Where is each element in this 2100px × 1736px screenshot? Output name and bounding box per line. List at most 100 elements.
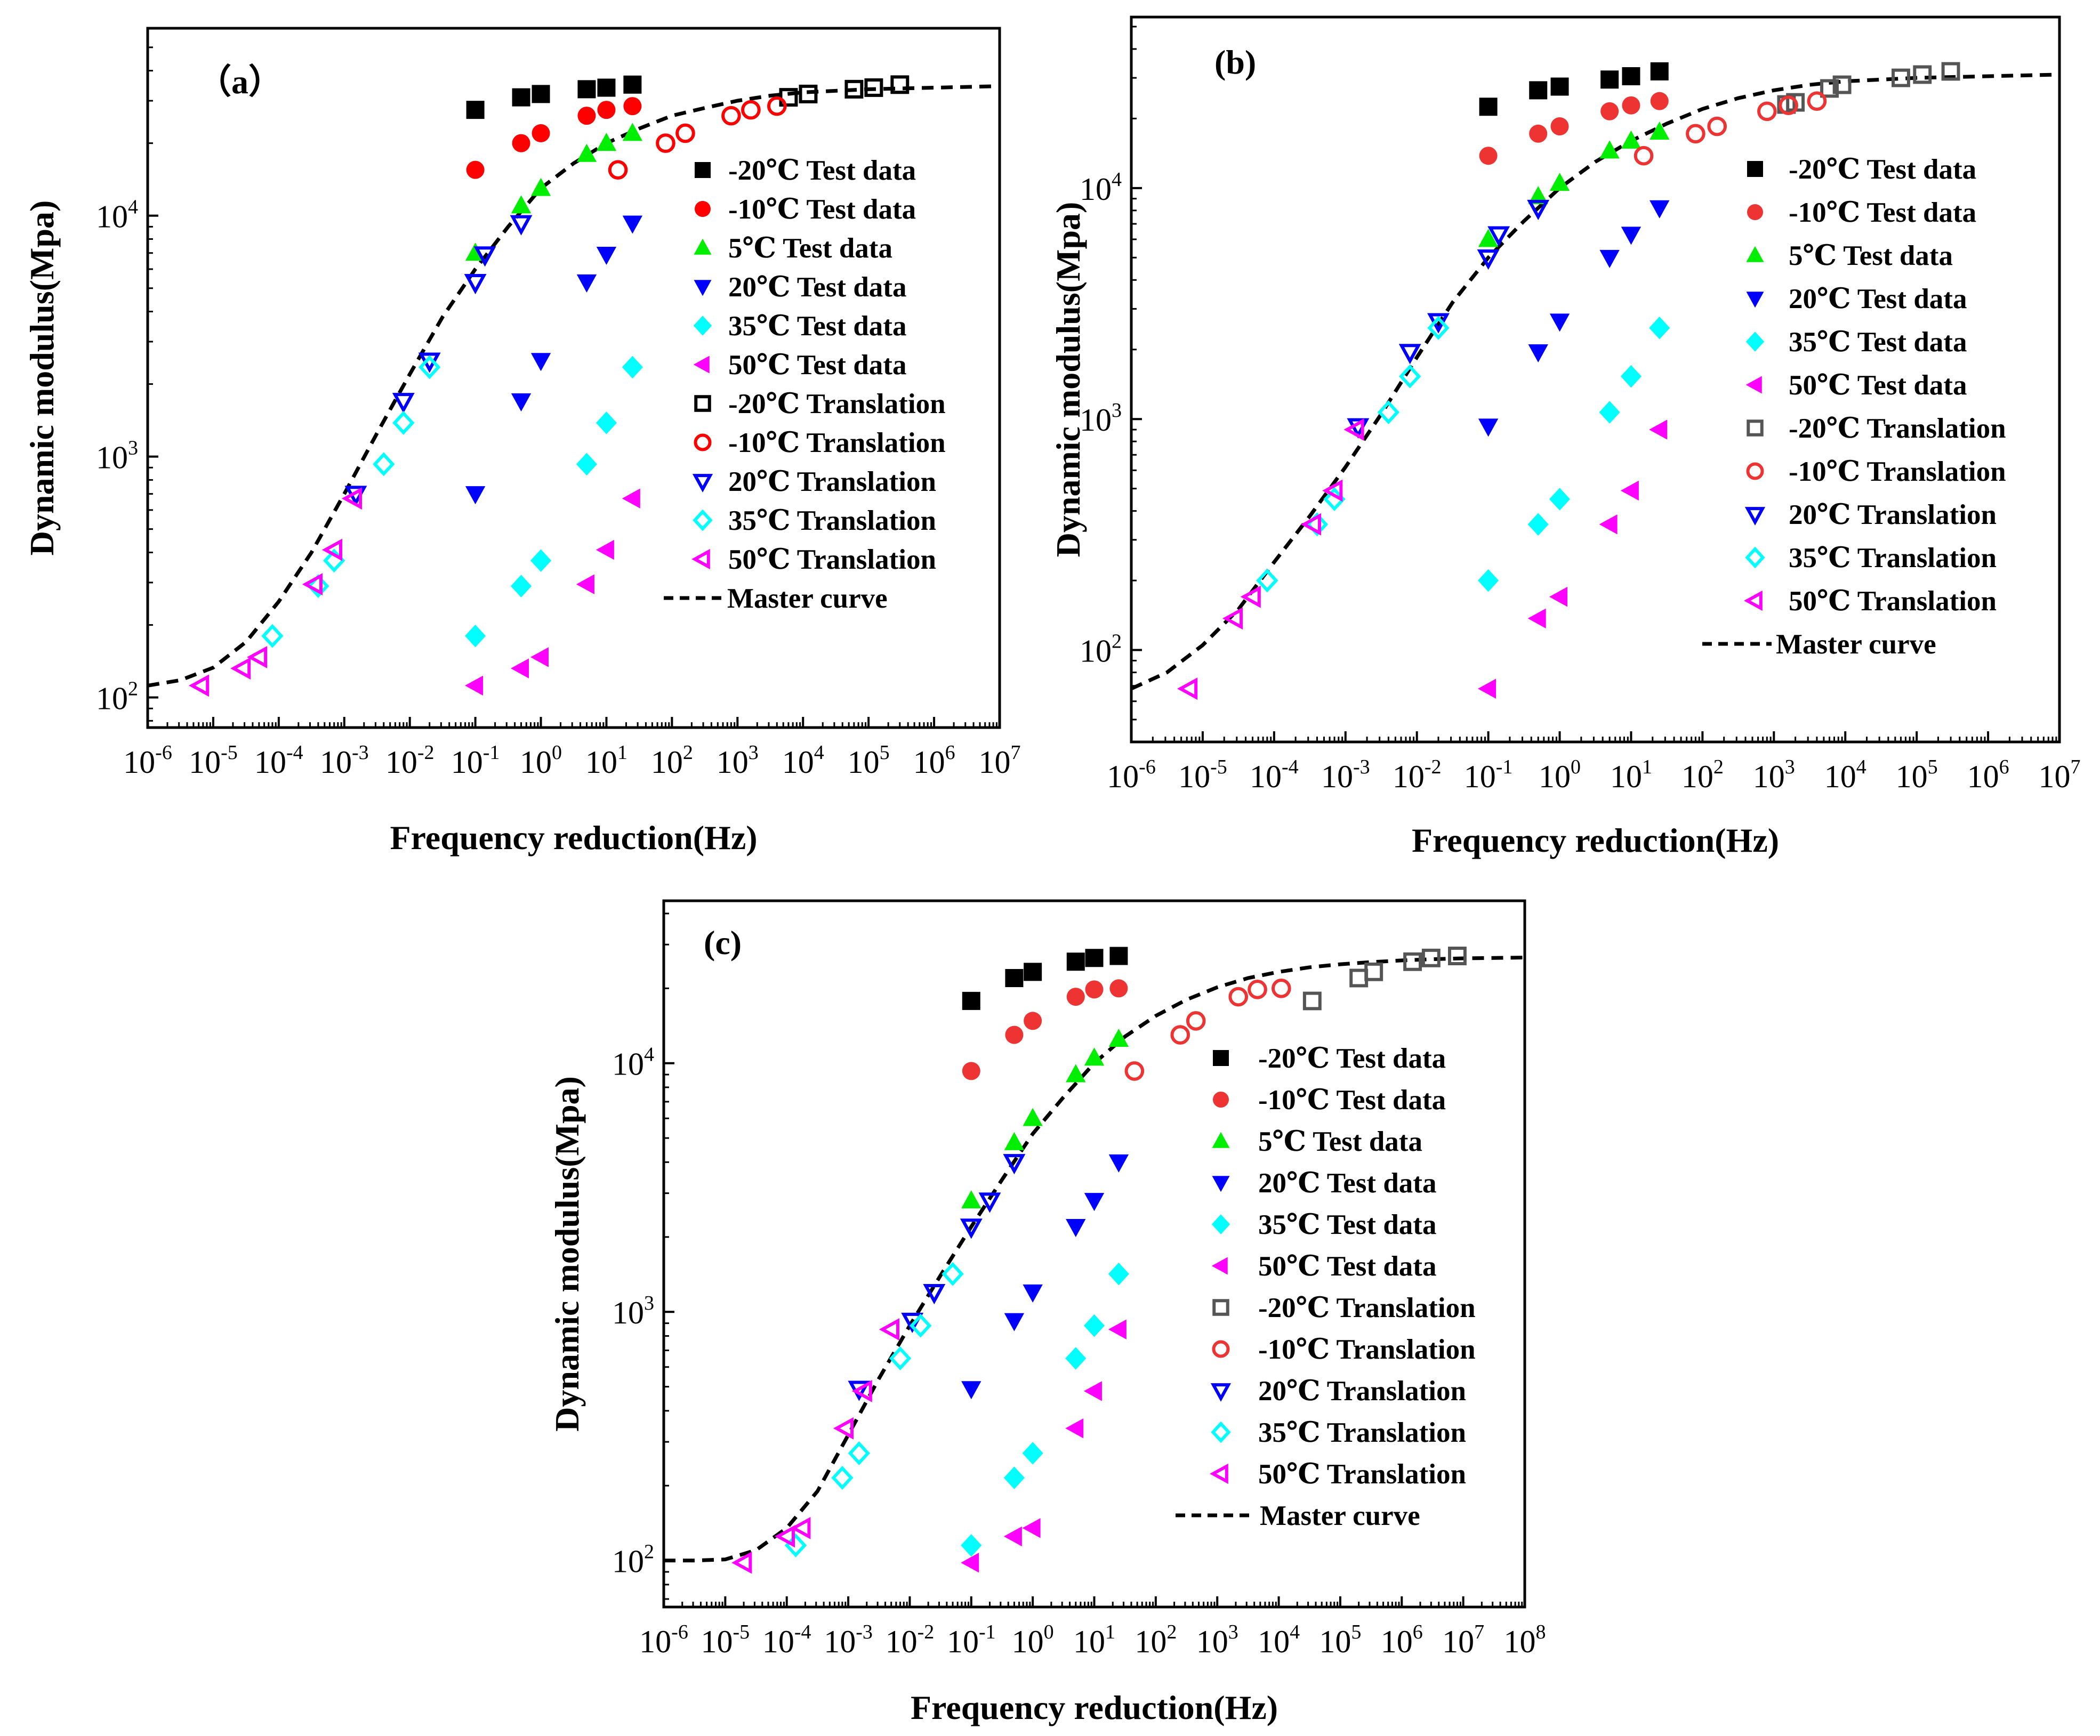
legend-label: -10℃ Test data xyxy=(1258,1085,1446,1116)
data-point xyxy=(784,1533,807,1557)
legend-label: -20℃ Test data xyxy=(728,155,916,186)
data-point xyxy=(465,486,486,505)
data-point xyxy=(1108,1262,1129,1286)
data-point xyxy=(230,657,251,680)
data-point xyxy=(1891,68,1910,87)
data-point xyxy=(1228,987,1249,1007)
data-point xyxy=(767,96,787,116)
data-point xyxy=(675,123,695,143)
legend-marker xyxy=(1746,246,1764,262)
legend-marker xyxy=(695,201,711,217)
data-point xyxy=(1599,249,1620,268)
series-5 xyxy=(465,356,643,648)
data-point xyxy=(246,645,268,668)
y-tick-label: 103 xyxy=(612,1292,654,1330)
data-point xyxy=(1527,608,1546,629)
data-point xyxy=(851,1379,872,1402)
data-point xyxy=(962,991,980,1010)
data-point xyxy=(1479,98,1498,116)
series-10 xyxy=(784,1262,964,1557)
x-tick-label: 100 xyxy=(520,741,562,780)
legend-label: 50℃ Test data xyxy=(1258,1251,1436,1282)
data-point xyxy=(261,624,284,648)
panel-label: (b) xyxy=(1214,43,1256,81)
data-point xyxy=(1377,400,1400,424)
data-point xyxy=(596,133,617,151)
x-tick-label: 10-4 xyxy=(762,1621,811,1659)
data-point xyxy=(910,1313,932,1338)
legend-marker xyxy=(1747,204,1763,220)
series-6 xyxy=(465,488,640,696)
legend-label: 50℃ Test data xyxy=(728,350,906,381)
data-point xyxy=(1686,124,1705,144)
data-point xyxy=(1085,949,1104,967)
legend-label: 50℃ Translation xyxy=(728,544,936,575)
x-tick-label: 101 xyxy=(1073,1621,1115,1659)
legend-label: -20℃ Translation xyxy=(1789,413,2006,444)
series-1 xyxy=(962,947,1128,1010)
data-point xyxy=(622,488,640,508)
x-tick-label: 105 xyxy=(848,741,890,780)
data-point xyxy=(1622,67,1640,85)
x-tick-label: 106 xyxy=(913,741,955,780)
data-point xyxy=(597,101,616,119)
data-point xyxy=(1084,1193,1105,1212)
data-point xyxy=(419,355,441,380)
data-point xyxy=(622,123,643,141)
data-point xyxy=(1913,65,1932,84)
legend-label: -20℃ Test data xyxy=(1258,1043,1446,1074)
chart-panel-1: 10-6 10-5 10-4 10-3 10-2 10-1 100 101 102 103 104 1… xyxy=(23,27,1021,857)
legend-label: -10℃ Test data xyxy=(1789,197,1976,228)
data-point xyxy=(844,79,864,99)
data-point xyxy=(978,1192,1001,1213)
series-8 xyxy=(1634,91,1827,166)
data-point xyxy=(577,80,596,99)
data-point xyxy=(530,177,551,196)
legend-marker xyxy=(692,474,713,492)
data-point xyxy=(1109,947,1128,965)
data-point xyxy=(962,1062,980,1080)
x-tick-label: 10-5 xyxy=(1178,756,1227,794)
y-tick-label: 103 xyxy=(1080,399,1122,438)
data-point xyxy=(530,647,549,667)
legend-label: 20℃ Test data xyxy=(1258,1168,1436,1199)
x-tick-label: 107 xyxy=(979,741,1021,780)
plot-frame xyxy=(146,27,1001,729)
data-point xyxy=(1108,1028,1129,1047)
data-point xyxy=(622,215,643,234)
legend-label: 35℃ Translation xyxy=(728,505,936,536)
data-point xyxy=(532,85,550,103)
data-point xyxy=(923,1284,946,1305)
data-point xyxy=(879,1318,899,1341)
data-point xyxy=(466,160,485,179)
legend-label: 20℃ Translation xyxy=(1258,1376,1466,1407)
data-point xyxy=(1272,978,1291,998)
data-point xyxy=(1222,607,1243,630)
x-tick-label: 103 xyxy=(1196,1621,1238,1659)
x-tick-label: 101 xyxy=(1610,756,1652,794)
series-4 xyxy=(961,1154,1129,1400)
data-point xyxy=(1004,1313,1025,1331)
data-point xyxy=(623,75,642,94)
data-point xyxy=(1024,963,1042,981)
series-3 xyxy=(1478,121,1670,247)
legend-label: -20℃ Test data xyxy=(1789,154,1976,185)
data-point xyxy=(1085,980,1104,999)
data-point xyxy=(1065,1418,1084,1439)
legend-label: 20℃ Test data xyxy=(728,272,906,303)
x-tick-label: 104 xyxy=(782,741,824,780)
data-point xyxy=(1256,568,1278,593)
data-point xyxy=(1421,948,1441,967)
legend-marker xyxy=(1210,1463,1228,1484)
legend-label: 35℃ Test data xyxy=(1789,327,1967,358)
legend-label: -10℃ Test data xyxy=(728,194,916,225)
x-tick-label: 106 xyxy=(1967,756,2009,794)
data-point xyxy=(1549,586,1567,607)
data-point xyxy=(961,1381,981,1400)
data-point xyxy=(721,106,741,126)
x-tick-label: 10-3 xyxy=(1321,756,1370,794)
legend-label: -10℃ Translation xyxy=(1258,1334,1476,1365)
legend-label: 5℃ Test data xyxy=(728,233,892,264)
data-point xyxy=(1240,585,1261,608)
x-tick-label: 10-3 xyxy=(824,1621,873,1659)
